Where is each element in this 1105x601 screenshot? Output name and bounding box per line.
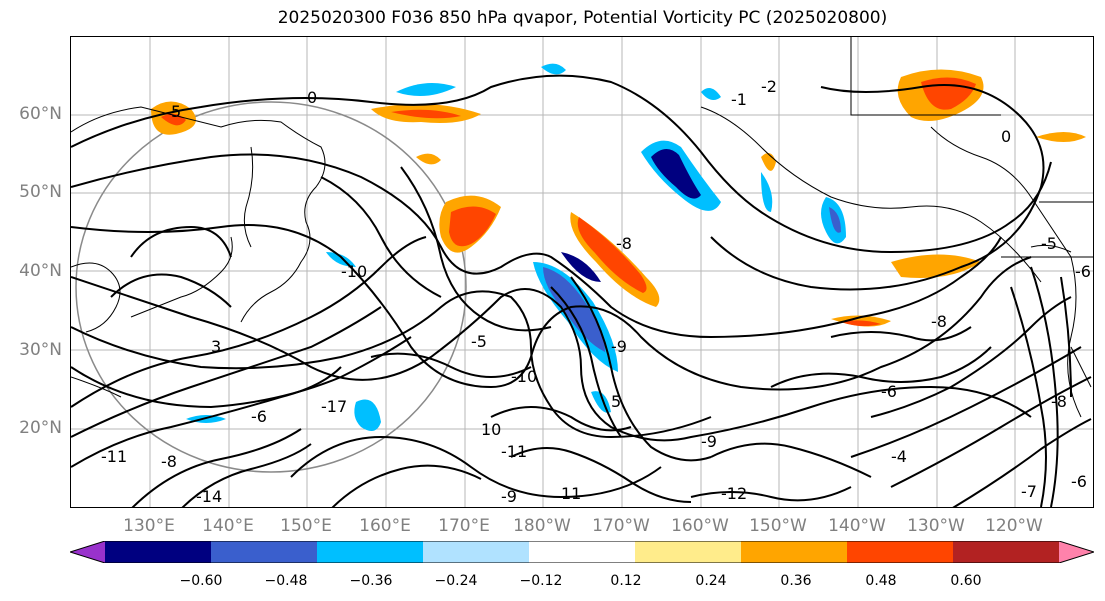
svg-text:3: 3 (211, 337, 221, 356)
map-title: 2025020300 F036 850 hPa qvapor, Potentia… (277, 8, 888, 28)
colorbar-segment-6 (635, 541, 742, 563)
svg-text:-6: -6 (1071, 472, 1087, 491)
lon-label-130e: 130°E (123, 516, 175, 536)
colorbar-tick-5: 0.12 (610, 573, 642, 589)
svg-text:-8: -8 (1051, 392, 1067, 411)
svg-text:11: 11 (561, 484, 581, 503)
svg-text:5: 5 (171, 102, 181, 121)
lon-label-120w: 120°W (985, 516, 1043, 536)
colorbar-segment-10 (1059, 541, 1094, 563)
svg-text:-17: -17 (321, 397, 347, 416)
svg-text:-14: -14 (196, 487, 222, 506)
svg-text:-5: -5 (1041, 234, 1057, 253)
svg-text:-11: -11 (501, 442, 527, 461)
lat-label-50n: 50°N (19, 182, 62, 202)
lon-label-160e: 160°E (359, 516, 411, 536)
svg-text:10: 10 (481, 420, 501, 439)
lon-label-150w: 150°W (749, 516, 807, 536)
svg-text:-9: -9 (501, 487, 517, 506)
svg-text:-10: -10 (341, 262, 367, 281)
colorbar (70, 541, 1094, 563)
map-panel: 0 5 -10 3 -1 -2 0 -5 -6 -8 -9 10 -10 11 … (70, 36, 1094, 508)
colorbar-segment-0 (70, 541, 105, 563)
radius-circle (75, 101, 467, 473)
contour-labels: 0 5 -10 3 -1 -2 0 -5 -6 -8 -9 10 -10 11 … (101, 77, 1091, 506)
svg-text:-8: -8 (931, 312, 947, 331)
svg-text:-8: -8 (616, 234, 632, 253)
colorbar-tick-1: −0.48 (264, 573, 308, 589)
lon-label-170e: 170°E (438, 516, 490, 536)
colorbar-tick-7: 0.36 (780, 573, 812, 589)
lon-label-140w: 140°W (828, 516, 886, 536)
svg-text:-11: -11 (101, 447, 127, 466)
colorbar-segment-3 (317, 541, 424, 563)
svg-text:-8: -8 (161, 452, 177, 471)
svg-text:-10: -10 (511, 367, 537, 386)
lon-label-150e: 150°E (280, 516, 332, 536)
svg-text:-7: -7 (1021, 482, 1037, 501)
colorbar-tick-2: −0.36 (349, 573, 393, 589)
svg-text:0: 0 (1001, 127, 1011, 146)
colorbar-tick-6: 0.24 (695, 573, 727, 589)
colorbar-segment-2 (211, 541, 318, 563)
contours (71, 74, 1092, 507)
svg-text:-1: -1 (731, 90, 747, 109)
colorbar-tick-4: −0.12 (519, 573, 563, 589)
lon-label-140e: 140°E (202, 516, 254, 536)
lon-label-130w: 130°W (907, 516, 965, 536)
lon-label-170w: 170°W (592, 516, 650, 536)
graticule (71, 37, 1093, 507)
svg-text:5: 5 (611, 392, 621, 411)
colorbar-segment-7 (741, 541, 848, 563)
colorbar-tick-8: 0.48 (865, 573, 897, 589)
lon-label-180w: 180°W (513, 516, 571, 536)
borders (850, 37, 1093, 258)
colorbar-segment-4 (423, 541, 530, 563)
svg-text:-5: -5 (471, 332, 487, 351)
svg-text:-2: -2 (761, 77, 777, 96)
svg-text:-12: -12 (721, 484, 747, 503)
colorbar-tick-3: −0.24 (434, 573, 478, 589)
colorbar-segment-9 (953, 541, 1060, 563)
svg-text:0: 0 (307, 88, 317, 107)
colorbar-tick-9: 0.60 (950, 573, 982, 589)
map-svg: 0 5 -10 3 -1 -2 0 -5 -6 -8 -9 10 -10 11 … (71, 37, 1093, 507)
svg-text:-9: -9 (611, 337, 627, 356)
lon-label-160w: 160°W (671, 516, 729, 536)
svg-text:-6: -6 (881, 382, 897, 401)
colorbar-segment-1 (105, 541, 212, 563)
colorbar-tick-0: −0.60 (179, 573, 223, 589)
lat-label-20n: 20°N (19, 418, 62, 438)
lat-label-60n: 60°N (19, 104, 62, 124)
lat-label-30n: 30°N (19, 340, 62, 360)
svg-text:-9: -9 (701, 432, 717, 451)
svg-text:-6: -6 (251, 407, 267, 426)
colorbar-segment-8 (847, 541, 954, 563)
colorbar-segment-5 (529, 541, 636, 563)
svg-text:-4: -4 (891, 447, 907, 466)
svg-text:-6: -6 (1075, 262, 1091, 281)
lat-label-40n: 40°N (19, 261, 62, 281)
